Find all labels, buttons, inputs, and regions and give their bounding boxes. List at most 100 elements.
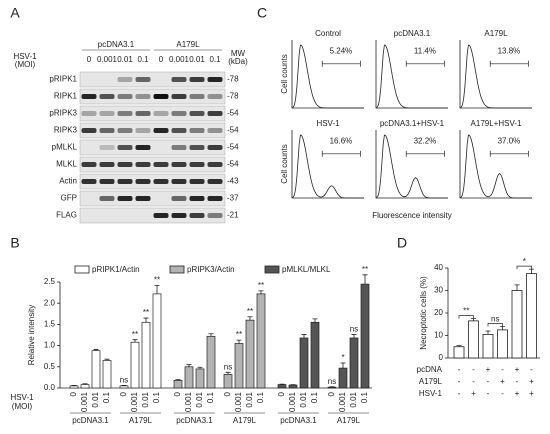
bar	[360, 283, 370, 389]
bar	[526, 273, 537, 359]
blot-band	[81, 111, 97, 116]
bar	[206, 335, 216, 389]
error-bar	[143, 317, 149, 323]
group-label: A179L	[176, 40, 200, 49]
blot-band	[171, 145, 187, 150]
blot-label: RIPK3	[54, 126, 78, 135]
condition-sign: -	[458, 377, 461, 386]
x-tick-label: 0.1	[360, 391, 369, 403]
group-label: A179L	[129, 416, 153, 425]
condition-sign: +	[471, 389, 476, 398]
flow-title: pcDNA3.1+HSV-1	[380, 119, 445, 128]
flow-title: A179L	[484, 29, 508, 38]
blot-band	[99, 162, 115, 167]
y-axis-label: Cell counts	[280, 144, 289, 184]
blot-band	[99, 145, 115, 150]
blot-strip	[79, 105, 226, 122]
x-tick-label: 0	[173, 391, 182, 396]
blot-band	[135, 128, 151, 133]
blot-band	[135, 111, 151, 116]
flow-histogram	[375, 134, 448, 199]
row-label: (MOI)	[15, 60, 36, 69]
lane-label: 0.001	[169, 55, 190, 64]
bar	[497, 329, 508, 359]
blot-band	[135, 162, 151, 167]
error-bar	[529, 268, 534, 274]
x-tick-label: 0.1	[256, 391, 265, 403]
panel-letter: C	[257, 5, 267, 21]
x-tick-label: 0.1	[102, 391, 111, 403]
blot-band	[171, 162, 187, 167]
blot-band	[189, 213, 205, 218]
x-tick-label: 0.01	[299, 391, 308, 407]
blot-band	[99, 196, 115, 201]
flow-title: HSV-1	[316, 119, 340, 128]
group-label: A179L	[337, 416, 361, 425]
flow-histogram	[291, 44, 364, 109]
x-tick-label: 0.01	[91, 391, 100, 407]
flow-percent: 32.2%	[414, 137, 437, 146]
blot-band	[207, 213, 223, 218]
blot-band	[207, 196, 223, 201]
blot-band	[171, 111, 187, 116]
significance-label: **	[258, 281, 264, 290]
legend-label: pRIPK3/Actin	[187, 265, 235, 274]
blot-band	[189, 128, 205, 133]
lane-label: 0	[87, 55, 92, 64]
blot-band	[153, 94, 169, 99]
mw-label: -54	[227, 109, 239, 118]
group-label: pcDNA3.1	[98, 40, 135, 49]
condition-sign: -	[501, 365, 504, 374]
y-tick-label: 10	[434, 331, 443, 340]
significance-bracket	[458, 315, 474, 319]
mw-label: -37	[227, 194, 239, 203]
bar	[256, 293, 266, 389]
blot-band	[189, 77, 205, 82]
flow-gate	[489, 150, 529, 157]
error-bar	[132, 339, 138, 343]
bar	[130, 341, 140, 389]
bar	[173, 380, 183, 389]
x-tick-label: 0.01	[349, 391, 358, 407]
significance-label: **	[463, 307, 469, 316]
blot-label: RIPK1	[54, 92, 78, 101]
panel-letter: A	[10, 5, 20, 21]
condition-sign: -	[458, 389, 461, 398]
significance-bracket	[516, 265, 532, 270]
bar	[195, 368, 205, 389]
flow-gate	[321, 60, 361, 67]
blot-band	[99, 111, 115, 116]
x-tick-label: 0	[223, 391, 232, 396]
blot-band	[153, 128, 169, 133]
blot-band	[189, 145, 205, 150]
blot-band	[189, 162, 205, 167]
blot-band	[117, 111, 133, 116]
x-tick-label: 0.1	[206, 391, 215, 403]
blot-band	[189, 111, 205, 116]
lane-label: 0.1	[209, 55, 221, 64]
bar	[141, 321, 151, 389]
condition-sign: +	[486, 365, 491, 374]
y-tick-label: 0.5	[44, 362, 56, 371]
blot-band	[99, 94, 115, 99]
blot-band	[207, 145, 223, 150]
blot-band	[153, 111, 169, 116]
y-tick-label: 30	[434, 286, 443, 295]
legend-swatch	[264, 265, 280, 274]
x-tick-label: 0.01	[141, 391, 150, 407]
flow-percent: 16.6%	[330, 137, 353, 146]
blot-band	[99, 179, 115, 184]
blot-band	[135, 179, 151, 184]
bar	[327, 386, 337, 389]
x-tick-label: 0.001	[80, 391, 89, 412]
legend-swatch	[74, 265, 90, 274]
blot-band	[207, 179, 223, 184]
condition-sign: -	[458, 365, 461, 374]
x-tick-label: 0.001	[288, 391, 297, 412]
condition-label: A179L	[419, 377, 443, 386]
condition-label: pcDNA	[417, 365, 443, 374]
significance-label: **	[154, 276, 160, 285]
bar	[184, 366, 194, 389]
panel-letter: D	[397, 235, 407, 251]
flow-percent: 5.24%	[330, 47, 353, 56]
